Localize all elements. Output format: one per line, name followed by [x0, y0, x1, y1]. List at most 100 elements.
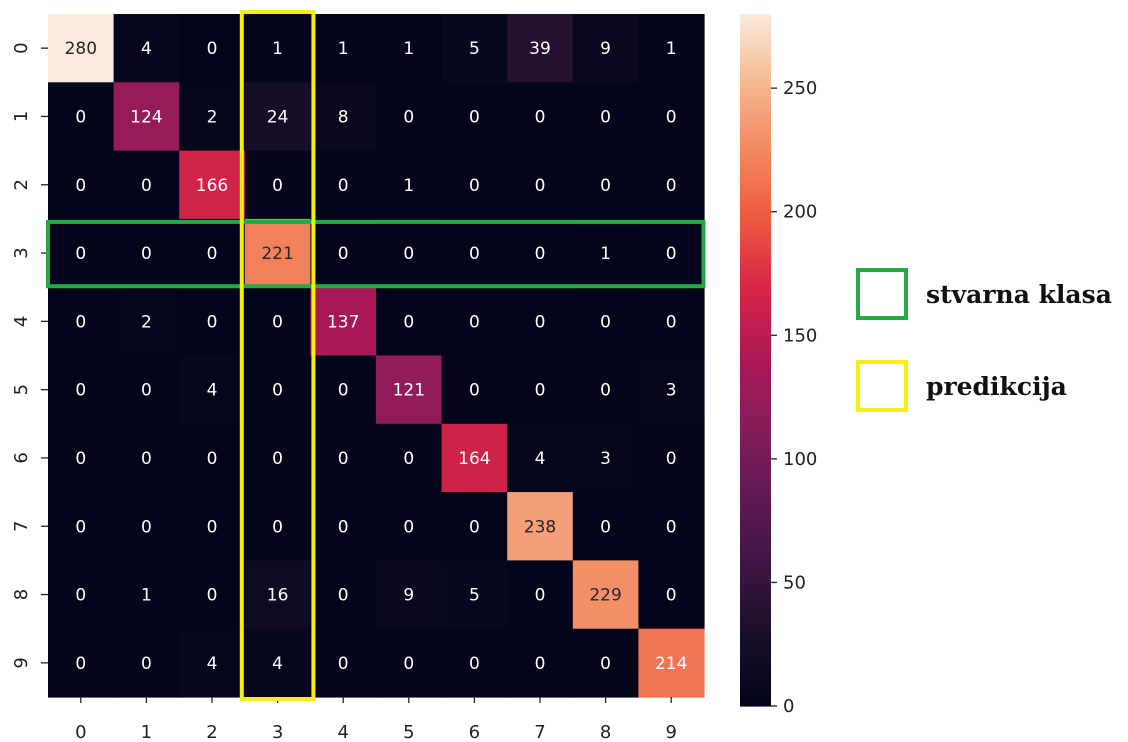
cell-value-label: 0 — [403, 449, 414, 469]
colorbar-segment — [740, 518, 771, 524]
colorbar-segment — [740, 355, 771, 361]
cell-value-label: 0 — [469, 654, 480, 674]
cell-value-label: 0 — [469, 381, 480, 401]
colorbar-segment — [740, 483, 771, 490]
cell-value-label: 166 — [196, 176, 228, 196]
colorbar-segment — [740, 448, 771, 455]
heatmap-cell — [638, 287, 705, 357]
heatmap-cell — [572, 560, 639, 630]
colorbar-segment — [740, 18, 771, 25]
colorbar-segment — [740, 384, 771, 391]
cell-value-label: 0 — [535, 586, 546, 606]
colorbar-segment — [740, 48, 771, 55]
heatmap-cell — [48, 492, 115, 561]
colorbar-segment — [740, 211, 771, 218]
colorbar-segment — [740, 330, 771, 336]
colorbar-segment — [740, 458, 771, 465]
cell-value-label: 2 — [207, 107, 218, 127]
colorbar-segment — [740, 157, 771, 163]
heatmap-cell — [638, 423, 705, 493]
colorbar-segment — [740, 127, 771, 134]
colorbar-segment — [740, 112, 771, 119]
cell-value-label: 1 — [666, 39, 677, 59]
heatmap-cell — [376, 355, 443, 425]
heatmap-cell — [572, 492, 639, 561]
cell-value-label: 0 — [666, 586, 677, 606]
heatmap-cell — [638, 150, 705, 220]
colorbar-segment — [740, 256, 771, 262]
colorbar-segment — [740, 320, 771, 326]
colorbar-segment — [740, 478, 771, 485]
cell-value-label: 3 — [600, 449, 611, 469]
heatmap-cell — [376, 423, 443, 493]
heatmap-cell — [244, 218, 311, 288]
cell-value-label: 0 — [666, 517, 677, 537]
heatmap-cell — [113, 355, 180, 425]
colorbar-segment — [740, 147, 771, 153]
colorbar: 0 50 100 150 200 250 — [740, 14, 817, 717]
heatmap-cell — [179, 287, 246, 357]
cell-value-label: 0 — [403, 654, 414, 674]
colorbar-segment — [740, 399, 771, 406]
heatmap-cell — [113, 82, 180, 152]
colorbar-segment — [740, 374, 771, 381]
cell-value-label: 0 — [141, 517, 152, 537]
heatmap-cell — [376, 287, 443, 357]
heatmap-cell — [179, 492, 246, 561]
heatmap-cell — [376, 560, 443, 630]
cell-value-label: 0 — [141, 449, 152, 469]
colorbar-segment — [740, 216, 771, 223]
cell-value-label: 0 — [535, 107, 546, 127]
colorbar-segment — [740, 528, 771, 534]
cell-value-label: 0 — [469, 176, 480, 196]
heatmap-cell — [179, 218, 246, 288]
heatmap-cell — [244, 423, 311, 493]
colorbar-segment — [740, 315, 771, 322]
cell-value-label: 0 — [338, 244, 349, 264]
cell-value-label: 0 — [338, 381, 349, 401]
heatmap-cell — [113, 560, 180, 630]
cell-value-label: 0 — [403, 312, 414, 332]
colorbar-segment — [740, 572, 771, 579]
heatmap-cell — [113, 14, 180, 83]
colorbar-segment — [740, 177, 771, 183]
colorbar-segment — [740, 587, 771, 593]
colorbar-segment — [740, 681, 771, 687]
colorbar-segment — [740, 251, 771, 257]
cell-value-label: 0 — [600, 517, 611, 537]
heatmap-cell — [507, 492, 574, 561]
heatmap-cell — [507, 150, 574, 220]
colorbar-segment — [740, 231, 771, 238]
cell-value-label: 0 — [141, 381, 152, 401]
heatmap-cell — [572, 218, 639, 288]
colorbar-tick-label: 0 — [783, 696, 794, 717]
cell-value-label: 4 — [535, 449, 546, 469]
heatmap-cell — [572, 14, 639, 83]
colorbar-segment — [740, 364, 771, 371]
colorbar-segment — [740, 379, 771, 386]
cell-value-label: 0 — [75, 107, 86, 127]
cell-value-label: 0 — [141, 244, 152, 264]
heatmap-cell — [572, 355, 639, 425]
colorbar-tick-label: 50 — [783, 572, 806, 593]
colorbar-segment — [740, 93, 771, 99]
cell-value-label: 0 — [207, 586, 218, 606]
colorbar-segment — [740, 488, 771, 495]
heatmap-cell — [244, 14, 311, 83]
heatmap-cell — [113, 218, 180, 288]
cell-value-label: 0 — [141, 654, 152, 674]
heatmap-cell — [48, 287, 115, 357]
colorbar-segment — [740, 191, 771, 198]
colorbar-segment — [740, 434, 771, 440]
cell-value-label: 8 — [338, 107, 349, 127]
colorbar-segment — [740, 542, 771, 549]
colorbar-segment — [740, 290, 771, 297]
cell-value-label: 9 — [403, 586, 414, 606]
cell-value-label: 238 — [524, 517, 556, 537]
colorbar-segment — [740, 562, 771, 569]
x-tick-label: 6 — [469, 722, 480, 742]
heatmap-cell — [310, 355, 377, 425]
colorbar-segment — [740, 360, 771, 366]
heatmap-cell — [48, 628, 115, 698]
heatmap-cell — [441, 423, 508, 493]
